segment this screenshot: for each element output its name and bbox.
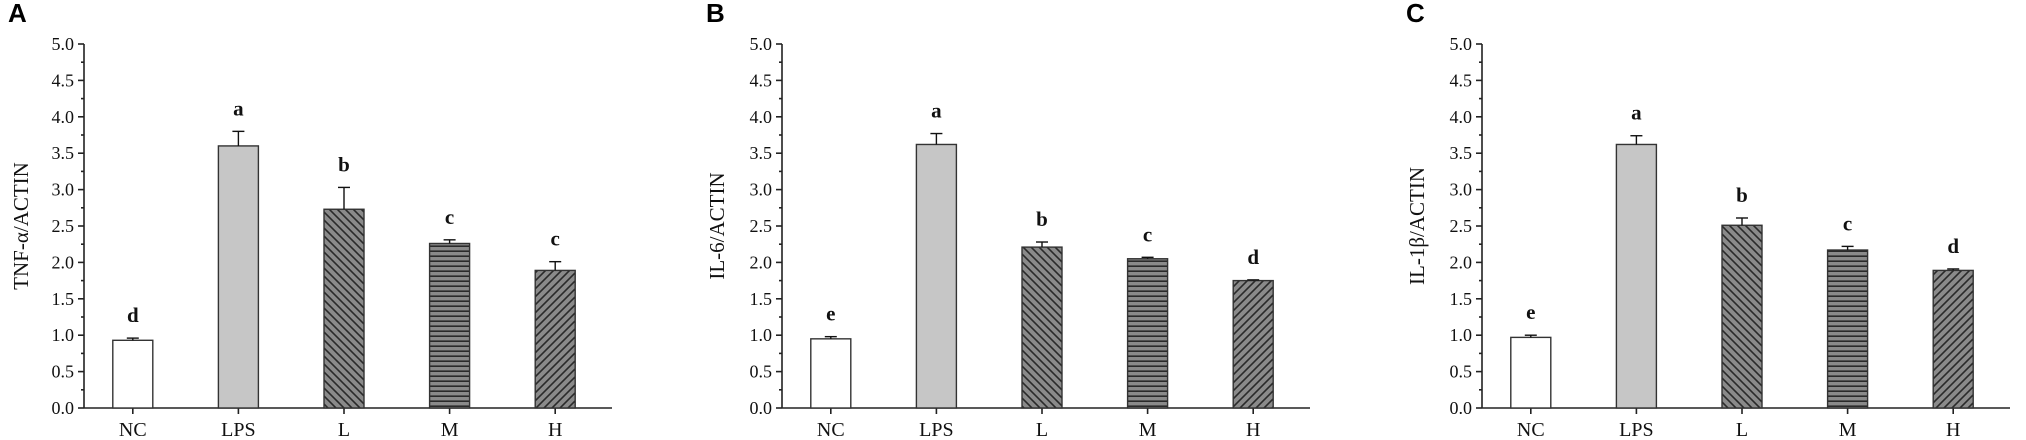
- y-tick-label: 4.0: [52, 107, 75, 127]
- bar-lps: [1615, 143, 1658, 409]
- y-tick-label: 3.5: [750, 143, 773, 163]
- x-tick-label: M: [1139, 419, 1157, 440]
- panel-b: B 0.0 0.5 1.0 1.5 2.0 2.5 3.0 3.5 4.0 4.5 5.0 IL-6/A…: [705, 0, 1310, 440]
- bar-h: [1232, 279, 1274, 409]
- panel-letter: C: [1406, 0, 1425, 28]
- y-tick-label: 3.0: [750, 180, 773, 200]
- y-axis-label: IL-6/ACTIN: [705, 172, 729, 279]
- y-tick-label: 4.5: [52, 70, 75, 90]
- bar-m: [1826, 249, 1869, 409]
- bar-l: [1021, 246, 1063, 409]
- bar-h: [534, 269, 576, 409]
- bar-m: [428, 242, 471, 409]
- y-tick-label: 3.0: [1450, 180, 1473, 200]
- y-tick-label: 1.0: [52, 325, 75, 345]
- x-tick-label: L: [1736, 419, 1748, 440]
- x-tick-label: H: [1246, 419, 1260, 440]
- bar-lps: [915, 143, 958, 409]
- bar-m: [1126, 258, 1169, 409]
- y-tick-label: 3.0: [52, 180, 75, 200]
- bar-h: [1932, 269, 1974, 409]
- x-tick-label: H: [1946, 419, 1960, 440]
- significance-label: b: [1736, 183, 1748, 207]
- bar-nc: [1510, 336, 1552, 409]
- significance-label: a: [1631, 101, 1642, 125]
- significance-label: e: [826, 302, 835, 326]
- y-tick-label: 4.0: [750, 107, 773, 127]
- significance-label: b: [1036, 207, 1048, 231]
- x-tick-label: LPS: [221, 419, 255, 440]
- significance-label: e: [1526, 300, 1535, 324]
- bar-l: [1721, 224, 1763, 409]
- y-tick-label: 0.0: [1450, 398, 1473, 418]
- significance-label: d: [1247, 245, 1259, 269]
- y-tick-label: 2.5: [1450, 216, 1473, 236]
- bar-nc: [112, 339, 154, 409]
- y-tick-label: 1.5: [1450, 289, 1473, 309]
- bar-l: [323, 208, 365, 409]
- significance-label: a: [233, 96, 244, 120]
- y-tick-label: 1.5: [750, 289, 773, 309]
- y-tick-label: 2.0: [52, 252, 75, 272]
- x-tick-label: LPS: [1619, 419, 1653, 440]
- y-tick-label: 0.5: [1450, 362, 1473, 382]
- y-tick-label: 2.5: [52, 216, 75, 236]
- x-tick-label: LPS: [919, 419, 953, 440]
- x-tick-label: M: [441, 419, 459, 440]
- y-tick-label: 2.5: [750, 216, 773, 236]
- y-tick-label: 0.0: [750, 398, 773, 418]
- significance-label: b: [338, 152, 350, 176]
- x-tick-label: L: [338, 419, 350, 440]
- y-tick-label: 2.0: [1450, 252, 1473, 272]
- bar-lps: [217, 145, 260, 409]
- y-tick-label: 3.5: [1450, 143, 1473, 163]
- significance-label: d: [1947, 234, 1959, 258]
- x-tick-label: M: [1839, 419, 1857, 440]
- significance-label: a: [931, 99, 942, 123]
- significance-label: d: [127, 303, 139, 327]
- y-tick-label: 5.0: [750, 34, 773, 54]
- y-tick-label: 5.0: [1450, 34, 1473, 54]
- y-axis-label: IL-1β/ACTIN: [1405, 167, 1429, 285]
- y-axis-label: TNF-α/ACTIN: [9, 162, 33, 290]
- x-tick-label: H: [548, 419, 562, 440]
- x-tick-label: NC: [119, 419, 147, 440]
- y-tick-label: 4.5: [750, 70, 773, 90]
- y-tick-label: 3.5: [52, 143, 75, 163]
- panel-letter: A: [8, 0, 27, 28]
- significance-label: c: [551, 227, 560, 251]
- y-tick-label: 0.5: [750, 362, 773, 382]
- significance-label: c: [445, 205, 454, 229]
- y-tick-label: 1.5: [52, 289, 75, 309]
- y-tick-label: 5.0: [52, 34, 75, 54]
- panel-c: C 0.0 0.5 1.0 1.5 2.0 2.5 3.0 3.5 4.0 4.5 5.0 IL-1β/…: [1405, 0, 2010, 440]
- y-tick-label: 1.0: [1450, 325, 1473, 345]
- y-tick-label: 4.5: [1450, 70, 1473, 90]
- x-tick-label: L: [1036, 419, 1048, 440]
- panel-a: A 0.0 0.5 1.0 1.5 2.0 2.5 3.0 3.5 4.0 4.5 5.0 TNF-α/…: [8, 0, 612, 440]
- y-tick-label: 4.0: [1450, 107, 1473, 127]
- y-tick-label: 1.0: [750, 325, 773, 345]
- y-tick-label: 2.0: [750, 252, 773, 272]
- x-tick-label: NC: [1517, 419, 1545, 440]
- significance-label: c: [1843, 211, 1852, 235]
- significance-label: c: [1143, 222, 1152, 246]
- x-tick-label: NC: [817, 419, 845, 440]
- y-tick-label: 0.0: [52, 398, 75, 418]
- panel-letter: B: [706, 0, 725, 28]
- bar-nc: [810, 338, 852, 409]
- y-tick-label: 0.5: [52, 362, 75, 382]
